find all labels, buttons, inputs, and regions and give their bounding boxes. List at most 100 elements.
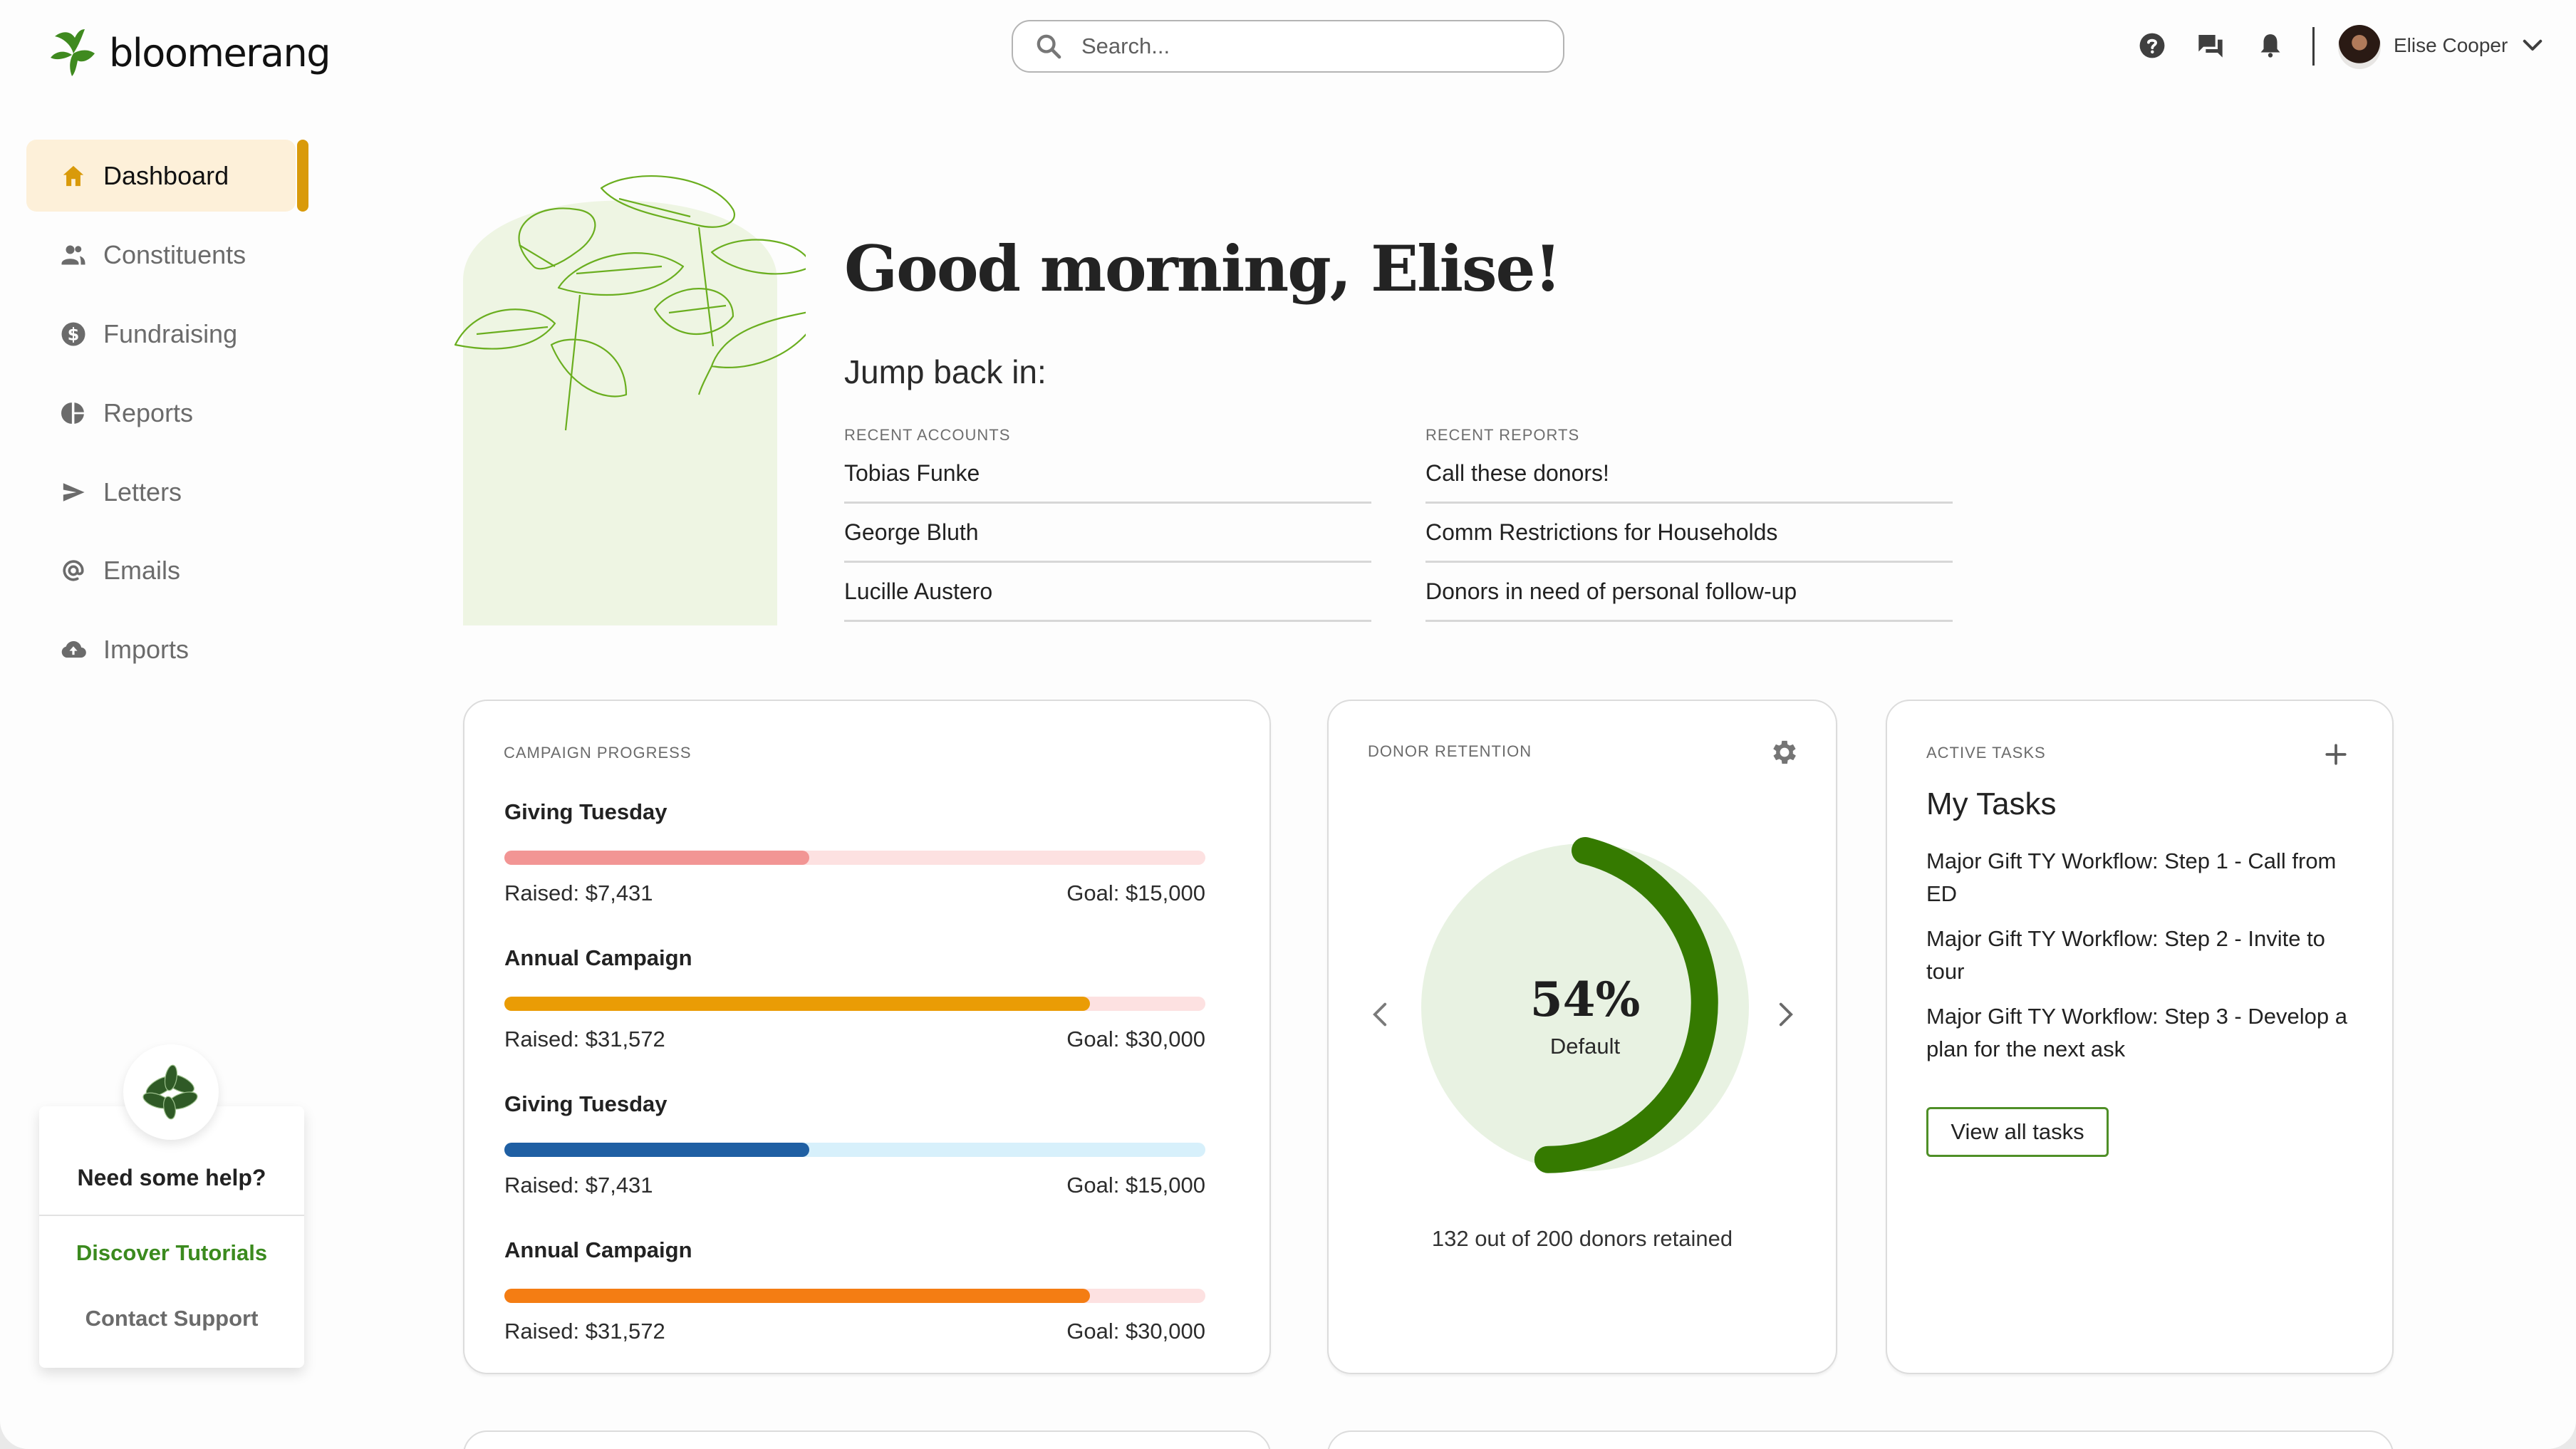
at-icon <box>59 556 88 585</box>
help-card: Need some help? Discover Tutorials Conta… <box>39 1106 304 1368</box>
campaign-progress-bar <box>504 997 1205 1011</box>
svg-text:$: $ <box>68 324 80 344</box>
discover-tutorials-link[interactable]: Discover Tutorials <box>76 1240 268 1265</box>
dollar-icon: $ <box>59 320 88 348</box>
raised-amount: Raised: $7,431 <box>504 1173 653 1198</box>
help-divider <box>39 1215 304 1216</box>
sidebar-item-label: Reports <box>103 398 194 427</box>
task-item[interactable]: Major Gift TY Workflow: Step 2 - Invite … <box>1926 926 2325 984</box>
card-label: CAMPAIGN PROGRESS <box>504 744 692 762</box>
goal-amount: Goal: $30,000 <box>1066 1027 1205 1051</box>
search-input[interactable] <box>1081 33 1509 59</box>
goal-amount: Goal: $15,000 <box>1066 1173 1205 1198</box>
leaves-icon <box>142 1064 198 1120</box>
chevron-right-icon <box>1779 1002 1793 1027</box>
card-label: ACTIVE TASKS <box>1926 744 2046 762</box>
campaign-name: Giving Tuesday <box>504 1091 668 1116</box>
donor-retention-card: DONOR RETENTION 54% Default 132 out of 2… <box>1327 700 1837 1374</box>
user-avatar[interactable] <box>2338 25 2381 69</box>
recent-accounts-label: RECENT ACCOUNTS <box>844 426 1011 444</box>
campaign-progress-fill <box>504 851 810 865</box>
cloud-upload-icon <box>59 635 88 664</box>
retention-sublabel: Default <box>1549 1034 1621 1059</box>
help-title: Need some help? <box>77 1165 266 1190</box>
recent-reports: RECENT REPORTS Call these donors! Comm R… <box>1425 426 1953 622</box>
recent-account-link[interactable]: Lucille Austero <box>844 563 1371 622</box>
chevron-down-icon[interactable] <box>2522 37 2543 54</box>
help-button[interactable] <box>2137 31 2167 61</box>
sidebar-item-label: Dashboard <box>103 160 229 190</box>
user-name[interactable]: Elise Cooper <box>2394 34 2508 56</box>
raised-amount: Raised: $31,572 <box>504 1319 665 1344</box>
view-all-tasks-button[interactable]: View all tasks <box>1926 1107 2109 1157</box>
help-plant-image <box>123 1044 219 1140</box>
sidebar-item-emails[interactable]: Emails <box>26 534 296 606</box>
header-divider <box>2312 27 2315 66</box>
add-task-icon[interactable] <box>2324 742 2348 767</box>
sidebar-item-reports[interactable]: Reports <box>26 377 296 449</box>
sidebar-item-label: Imports <box>103 634 189 664</box>
greeting-title: Good morning, Elise! <box>844 232 1562 306</box>
goal-amount: Goal: $30,000 <box>1066 1319 1205 1344</box>
campaign-progress-bar <box>504 1143 1205 1157</box>
task-item[interactable]: Major Gift TY Workflow: Step 3 - Develop… <box>1926 1004 2347 1061</box>
help-icon <box>2139 33 2165 58</box>
campaign-name: Annual Campaign <box>504 1237 692 1262</box>
sidebar-item-constituents[interactable]: Constituents <box>26 219 296 291</box>
active-tasks-card: ACTIVE TASKS My Tasks Major Gift TY Work… <box>1886 700 2394 1374</box>
bloomerang-logo-icon <box>51 29 95 76</box>
global-search[interactable] <box>1012 20 1564 73</box>
jump-back-heading: Jump back in: <box>844 353 1046 390</box>
monstera-plant-illustration <box>454 175 806 625</box>
campaign-name: Giving Tuesday <box>504 799 668 824</box>
home-icon <box>59 162 88 190</box>
bloomerang-logo[interactable]: bloomerang <box>49 27 331 78</box>
gear-icon[interactable] <box>1769 737 1800 768</box>
task-item[interactable]: Major Gift TY Workflow: Step 1 - Call fr… <box>1926 848 2337 906</box>
bell-icon <box>2260 34 2280 58</box>
retention-percent: 54% <box>1530 972 1641 1027</box>
contact-support-link[interactable]: Contact Support <box>85 1306 259 1331</box>
pie-chart-icon <box>59 399 88 427</box>
sidebar-item-dashboard[interactable]: Dashboard <box>26 140 296 212</box>
campaign-item[interactable]: Annual Campaign Raised: $31,572 Goal: $3… <box>504 945 1205 1052</box>
tasks-title: My Tasks <box>1926 786 2057 821</box>
campaign-progress-card: CAMPAIGN PROGRESS Giving Tuesday Raised:… <box>463 700 1271 1374</box>
chat-icon <box>2198 35 2223 58</box>
campaign-item[interactable]: Annual Campaign Raised: $31,572 Goal: $3… <box>504 1237 1205 1344</box>
recent-reports-label: RECENT REPORTS <box>1425 426 1580 444</box>
sidebar-item-label: Letters <box>103 477 182 507</box>
search-icon <box>1037 34 1061 59</box>
notifications-button[interactable] <box>2255 31 2285 61</box>
campaign-name: Annual Campaign <box>504 945 692 970</box>
campaign-progress-fill <box>504 1143 810 1157</box>
card-label: DONOR RETENTION <box>1368 742 1532 760</box>
recent-report-link[interactable]: Comm Restrictions for Households <box>1425 504 1953 563</box>
bottom-right-card <box>1327 1430 2394 1449</box>
previous-button[interactable] <box>1366 993 1394 1036</box>
retention-summary: 132 out of 200 donors retained <box>1431 1226 1733 1251</box>
sidebar-item-fundraising[interactable]: $ Fundraising <box>26 298 296 370</box>
next-button[interactable] <box>1772 993 1800 1036</box>
raised-amount: Raised: $31,572 <box>504 1027 665 1051</box>
campaign-progress-bar <box>504 851 1205 865</box>
sidebar-item-label: Emails <box>103 555 181 585</box>
recent-report-link[interactable]: Donors in need of personal follow-up <box>1425 563 1953 622</box>
retention-donut-chart: 54% Default <box>1414 836 1756 1178</box>
sidebar-item-imports[interactable]: Imports <box>26 613 296 685</box>
campaign-progress-bar <box>504 1289 1205 1303</box>
recent-report-link[interactable]: Call these donors! <box>1425 445 1953 504</box>
people-icon <box>59 241 88 269</box>
campaign-item[interactable]: Giving Tuesday Raised: $7,431 Goal: $15,… <box>504 1091 1205 1198</box>
active-nav-indicator <box>297 140 308 212</box>
sidebar-item-label: Fundraising <box>103 318 238 348</box>
send-icon <box>59 478 88 507</box>
messages-button[interactable] <box>2196 31 2226 61</box>
campaign-item[interactable]: Giving Tuesday Raised: $7,431 Goal: $15,… <box>504 799 1205 906</box>
sidebar-item-letters[interactable]: Letters <box>26 456 296 528</box>
recent-account-link[interactable]: Tobias Funke <box>844 445 1371 504</box>
sidebar-item-label: Constituents <box>103 239 246 269</box>
recent-account-link[interactable]: George Bluth <box>844 504 1371 563</box>
bottom-left-card <box>463 1430 1271 1449</box>
